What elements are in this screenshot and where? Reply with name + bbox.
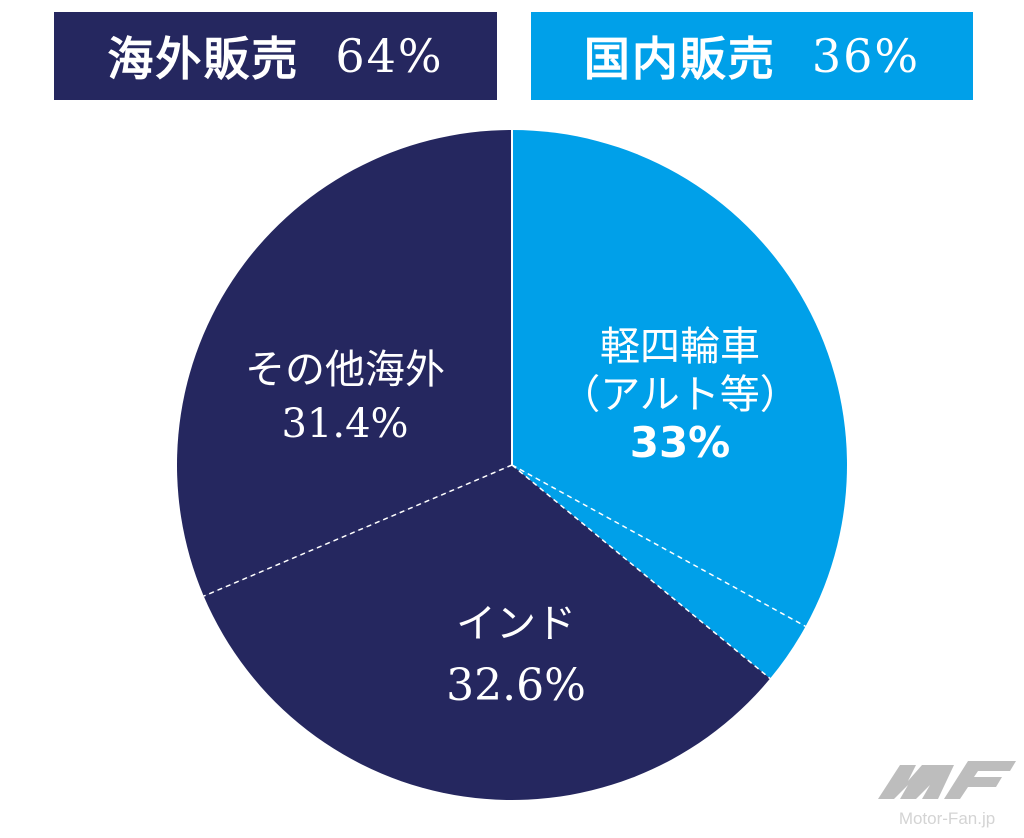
pie-slice-4 xyxy=(176,130,512,597)
pie-slice-2 xyxy=(512,465,806,679)
overseas-sales-value: 64% xyxy=(335,29,444,83)
pie-slice-3 xyxy=(203,465,771,801)
kei-label: 軽四輪車 xyxy=(599,324,760,370)
slice-divider xyxy=(203,464,513,597)
mf-logo-icon xyxy=(878,761,1016,799)
slice-label-kei: 軽四輪車 （アルト等） 33% xyxy=(560,323,800,467)
overseas-sales-label: 海外販売 xyxy=(107,32,300,86)
india-label: インド xyxy=(456,601,576,647)
pie-slice-1 xyxy=(512,130,847,627)
kei-sublabel: （アルト等） xyxy=(560,372,800,418)
other-overseas-label: その他海外 xyxy=(245,347,445,393)
watermark-text: Motor-Fan.jp xyxy=(898,809,996,828)
slice-label-india: インド 32.6% xyxy=(446,600,586,710)
kei-value: 33% xyxy=(629,418,731,467)
slice-label-other-overseas: その他海外 31.4% xyxy=(245,346,445,448)
slice-divider xyxy=(511,464,771,680)
motor-fan-logo: Motor-Fan.jp xyxy=(878,757,1016,829)
other-overseas-value: 31.4% xyxy=(281,401,409,447)
domestic-sales-label: 国内販売 xyxy=(583,32,776,86)
india-value: 32.6% xyxy=(446,660,586,711)
slice-divider xyxy=(511,464,806,628)
domestic-sales-header: 国内販売 36% xyxy=(531,12,973,100)
overseas-sales-header: 海外販売 64% xyxy=(54,12,497,100)
domestic-sales-value: 36% xyxy=(811,29,921,83)
